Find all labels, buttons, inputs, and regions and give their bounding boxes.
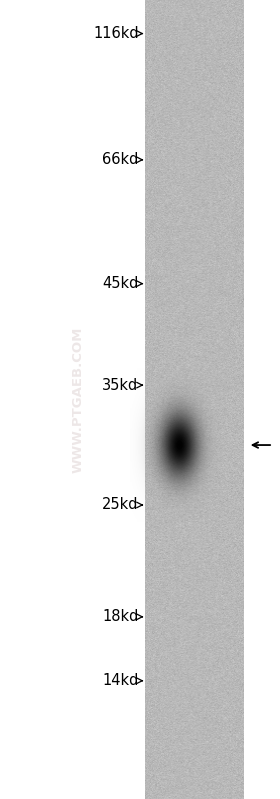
Text: 18kd: 18kd [102,610,139,624]
Bar [145,0,244,799]
Text: 45kd: 45kd [102,276,139,291]
Text: WWW.PTGAEB.COM: WWW.PTGAEB.COM [72,326,85,473]
Text: 25kd: 25kd [102,498,139,512]
Text: 66kd: 66kd [102,153,139,167]
Text: 116kd: 116kd [93,26,139,41]
Text: 35kd: 35kd [102,378,139,392]
Text: 14kd: 14kd [102,674,139,688]
